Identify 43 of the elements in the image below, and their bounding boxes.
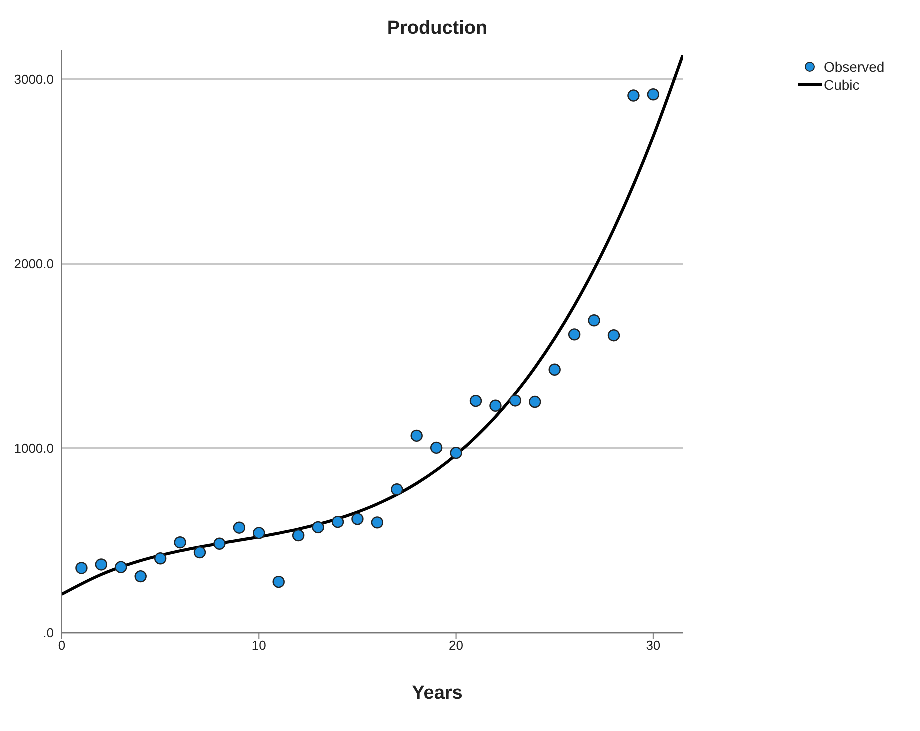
legend-label: Cubic [824, 77, 860, 93]
chart-title: Production [386, 18, 489, 40]
point [470, 394, 482, 408]
point [233, 522, 246, 534]
point [391, 484, 404, 496]
point [76, 562, 88, 574]
point [450, 447, 462, 460]
point [529, 396, 542, 408]
point [253, 527, 266, 540]
point [568, 328, 581, 341]
point [214, 538, 226, 550]
point [509, 394, 522, 407]
point [352, 513, 364, 526]
x-tick-label: 0 [58, 638, 66, 654]
y-tick-label: 3000.0 [14, 72, 54, 88]
point [588, 314, 600, 327]
point [628, 90, 640, 102]
point [115, 561, 128, 574]
point [608, 329, 620, 342]
point [95, 558, 108, 571]
x-tick-label: 30 [646, 638, 661, 654]
point [548, 364, 561, 376]
point [371, 516, 384, 529]
point [647, 88, 660, 101]
point [292, 529, 305, 542]
x-tick-label: 20 [449, 638, 464, 654]
point [134, 570, 147, 583]
point [312, 521, 324, 534]
point [194, 546, 206, 559]
point [490, 400, 502, 412]
y-tick-label: .0 [43, 626, 54, 641]
point [430, 442, 443, 454]
y-tick-label: 2000.0 [14, 256, 54, 272]
point [174, 536, 186, 549]
point [332, 516, 344, 528]
point [272, 576, 285, 588]
point [410, 430, 423, 442]
line-series [62, 54, 683, 596]
legend-label: Observed [824, 59, 885, 75]
point [154, 552, 167, 565]
x-axis-title: Years [411, 683, 464, 705]
x-tick-label: 10 [252, 638, 266, 654]
y-tick-label: 1000.0 [14, 441, 54, 456]
